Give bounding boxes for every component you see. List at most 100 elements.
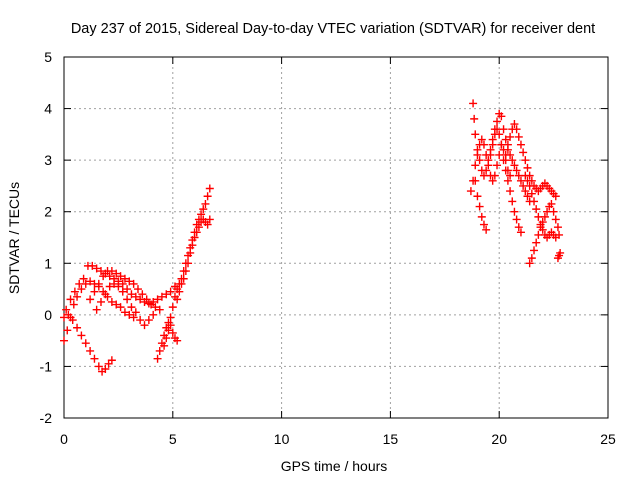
data-point xyxy=(114,282,123,291)
data-point xyxy=(530,246,539,255)
data-point xyxy=(501,135,510,144)
data-points xyxy=(60,99,565,376)
data-point xyxy=(512,215,521,224)
data-point xyxy=(469,99,478,108)
data-point xyxy=(527,189,536,198)
y-tick-label: 5 xyxy=(44,49,52,65)
data-point xyxy=(164,326,173,335)
data-point xyxy=(190,233,199,242)
data-point xyxy=(131,292,140,301)
data-point xyxy=(199,205,208,214)
data-point xyxy=(123,285,132,294)
data-point xyxy=(142,295,151,304)
data-point xyxy=(105,282,114,291)
series-arc-15 xyxy=(521,171,560,242)
data-point xyxy=(120,308,129,317)
data-point xyxy=(477,212,486,221)
data-point xyxy=(66,295,75,304)
data-point xyxy=(70,287,79,296)
data-point xyxy=(551,192,560,201)
data-point xyxy=(516,140,525,149)
data-point xyxy=(482,166,491,175)
data-point xyxy=(153,354,162,363)
data-point xyxy=(530,197,539,206)
data-point xyxy=(81,339,90,348)
data-point xyxy=(101,365,110,374)
data-point xyxy=(527,254,536,263)
data-point xyxy=(475,156,484,165)
plot-frame xyxy=(63,56,609,419)
data-point xyxy=(131,308,140,317)
data-point xyxy=(177,279,186,288)
data-point xyxy=(510,207,519,216)
data-point xyxy=(499,145,508,154)
data-point xyxy=(116,272,125,281)
data-point xyxy=(157,292,166,301)
series-arc-3 xyxy=(62,261,179,314)
data-point xyxy=(155,305,164,314)
data-point xyxy=(94,279,103,288)
data-point xyxy=(506,187,515,196)
data-point xyxy=(129,279,138,288)
data-point xyxy=(92,305,101,314)
data-point xyxy=(519,148,528,157)
data-point xyxy=(523,163,532,172)
data-point xyxy=(112,269,121,278)
data-point xyxy=(186,248,195,257)
data-point xyxy=(205,184,214,193)
series-arc-2 xyxy=(60,310,116,376)
data-point xyxy=(90,287,99,296)
data-point xyxy=(484,161,493,170)
data-point xyxy=(62,305,71,314)
data-point xyxy=(203,220,212,229)
data-point xyxy=(77,285,86,294)
x-tick-label: 25 xyxy=(600,431,616,447)
y-tick-label: 4 xyxy=(44,101,52,117)
data-point xyxy=(136,316,145,325)
data-point xyxy=(63,326,72,335)
data-point xyxy=(493,117,502,126)
data-point xyxy=(101,290,110,299)
chart-title: Day 237 of 2015, Sidereal Day-to-day VTE… xyxy=(71,21,595,37)
data-point xyxy=(556,248,565,257)
x-tick-label: 20 xyxy=(491,431,507,447)
data-point xyxy=(523,192,532,201)
data-point xyxy=(79,274,88,283)
data-point xyxy=(151,303,160,312)
data-point xyxy=(525,181,534,190)
data-point xyxy=(488,176,497,185)
data-point xyxy=(501,150,510,159)
data-point xyxy=(532,205,541,214)
data-point xyxy=(86,277,95,286)
data-point xyxy=(497,112,506,121)
data-point xyxy=(493,125,502,134)
data-point xyxy=(482,225,491,234)
data-point xyxy=(508,197,517,206)
data-point xyxy=(551,215,560,224)
data-point xyxy=(194,223,203,232)
data-point xyxy=(73,323,82,332)
y-axis-label: SDTVAR / TECUs xyxy=(6,182,22,294)
data-point xyxy=(153,295,162,304)
data-point xyxy=(118,279,127,288)
data-point xyxy=(60,313,68,322)
data-point xyxy=(503,176,512,185)
data-point xyxy=(197,210,206,219)
data-point xyxy=(534,212,543,221)
data-point xyxy=(553,223,562,232)
data-point xyxy=(466,187,475,196)
y-tick-label: 3 xyxy=(44,152,52,168)
data-point xyxy=(86,346,95,355)
data-point xyxy=(133,285,142,294)
data-point xyxy=(510,161,519,170)
x-tick-label: 5 xyxy=(169,431,177,447)
data-point xyxy=(203,192,212,201)
data-point xyxy=(92,264,101,273)
series-arc-4 xyxy=(86,267,164,314)
data-point xyxy=(479,220,488,229)
series-arc-16 xyxy=(553,248,565,263)
data-point xyxy=(521,187,530,196)
data-point xyxy=(173,295,182,304)
data-point xyxy=(138,290,147,299)
data-point xyxy=(140,321,149,330)
